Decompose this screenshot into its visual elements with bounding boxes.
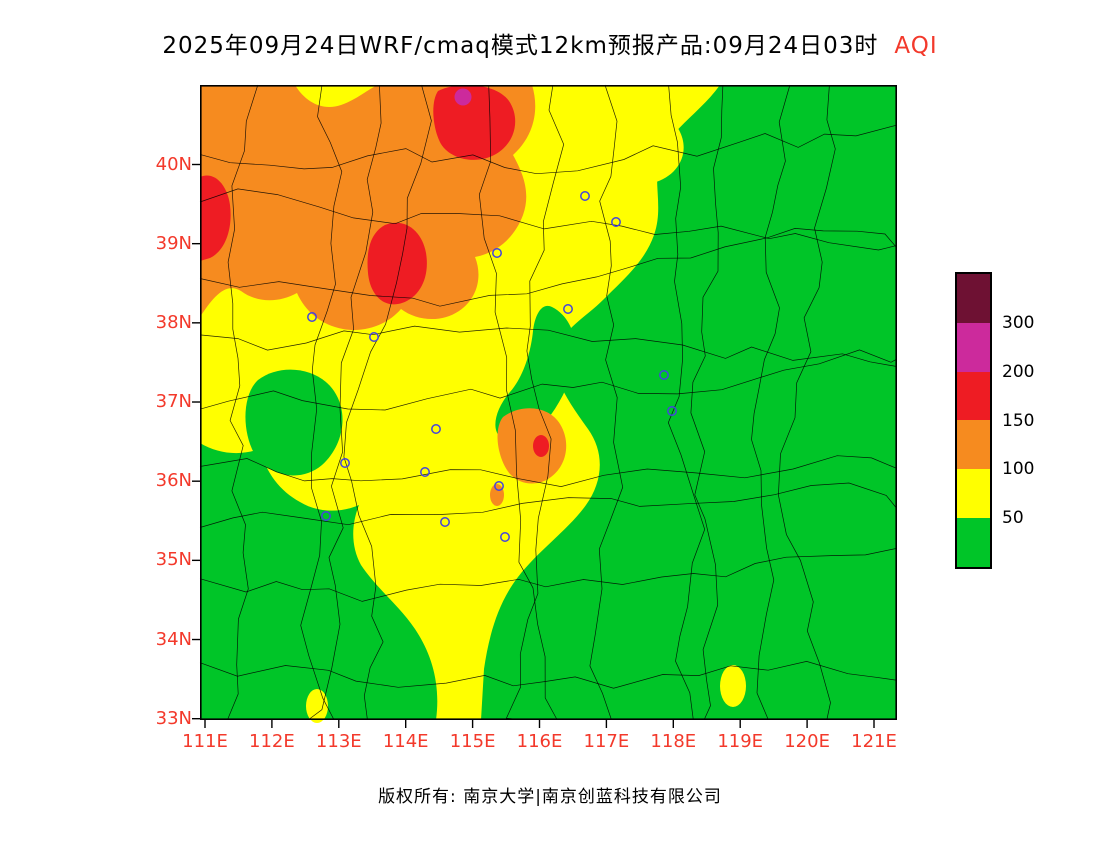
- boundary-line: [199, 188, 897, 251]
- boundary-line: [227, 84, 259, 720]
- region-magenta-spot: [454, 88, 472, 106]
- legend-label-50: 50: [1002, 508, 1024, 529]
- lon-label-116E: 116E: [516, 731, 563, 752]
- title-variable-aqi: AQI: [894, 33, 938, 59]
- city-marker: [321, 511, 331, 521]
- region-green-hole-west: [245, 369, 343, 476]
- legend-aqi-gt-300: [957, 274, 990, 323]
- map-frame: [200, 85, 898, 721]
- boundary-line: [199, 482, 897, 528]
- boundary-line: [690, 84, 724, 720]
- lat-label-35N: 35N: [155, 549, 192, 571]
- boundary-line: [667, 84, 706, 720]
- page-title: 2025年09月24日WRF/cmaq模式12km预报产品:09月24日03时 A…: [0, 26, 1100, 60]
- lon-label-115E: 115E: [449, 731, 496, 752]
- title-text: 2025年09月24日WRF/cmaq模式12km预报产品:09月24日03时: [162, 33, 879, 59]
- boundary-line: [778, 84, 836, 720]
- lat-label-39N: 39N: [155, 232, 192, 254]
- lon-label-119E: 119E: [717, 731, 764, 752]
- city-marker: [369, 332, 379, 342]
- boundary-line: [199, 661, 897, 689]
- city-marker: [667, 406, 677, 416]
- boundary-line: [505, 84, 565, 720]
- boundary-line: [478, 84, 558, 720]
- lat-label-37N: 37N: [155, 391, 192, 412]
- axis-ticks: [192, 163, 875, 728]
- region-red-center: [533, 435, 549, 457]
- lon-label-117E: 117E: [583, 731, 630, 752]
- legend-aqi-100-150: [957, 420, 990, 470]
- lon-label-118E: 118E: [650, 731, 697, 752]
- city-marker: [500, 532, 510, 542]
- boundary-line: [309, 84, 382, 720]
- lon-label-113E: 113E: [315, 731, 362, 752]
- boundary-line: [589, 84, 624, 720]
- region-green-finger-center: [495, 305, 576, 444]
- aqi-legend: [955, 272, 992, 569]
- city-marker: [492, 248, 502, 258]
- city-marker: [431, 424, 441, 434]
- boundary-line: [199, 548, 897, 602]
- lat-label-38N: 38N: [155, 311, 192, 333]
- lon-label-111E: 111E: [182, 731, 228, 752]
- lon-label-120E: 120E: [784, 731, 830, 752]
- boundary-line: [199, 349, 897, 411]
- region-yellow-spot-sw: [306, 689, 328, 723]
- copyright-footer: 版权所有: 南京大学|南京创蓝科技有限公司: [378, 787, 722, 807]
- legend-label-200: 200: [1002, 361, 1035, 382]
- region-red-west-edge: [200, 175, 231, 261]
- region-orange-spur: [490, 484, 504, 506]
- boundary-line: [199, 124, 897, 175]
- city-markers: [307, 191, 677, 542]
- city-marker: [494, 481, 504, 491]
- lon-label-112E: 112E: [249, 731, 295, 752]
- legend-label-300: 300: [1002, 312, 1035, 333]
- city-marker: [659, 370, 669, 380]
- boundary-line: [199, 455, 897, 487]
- lon-label-114E: 114E: [382, 731, 429, 752]
- city-marker: [580, 191, 590, 201]
- region-yellow-island-ne: [595, 108, 684, 185]
- region-red-mid-northwest: [367, 222, 427, 305]
- lat-label-36N: 36N: [155, 470, 192, 492]
- boundary-line: [300, 84, 343, 720]
- boundary-line: [343, 84, 432, 720]
- city-marker: [340, 458, 350, 468]
- city-marker: [420, 467, 430, 477]
- map-canvas: [192, 84, 898, 728]
- city-marker: [307, 312, 317, 322]
- city-marker: [563, 304, 573, 314]
- legend-aqi-50-100: [957, 469, 990, 519]
- lat-label-33N: 33N: [155, 707, 192, 729]
- forecast-map: [192, 84, 898, 728]
- region-yellow-spot-se: [720, 665, 746, 707]
- lat-label-40N: 40N: [155, 153, 192, 175]
- boundary-line: [751, 84, 791, 720]
- region-red-north: [433, 85, 516, 160]
- legend-label-100: 100: [1002, 459, 1035, 480]
- legend-label-150: 150: [1002, 410, 1035, 431]
- boundary-line: [199, 228, 897, 307]
- lon-label-121E: 121E: [851, 731, 897, 752]
- city-marker: [611, 217, 621, 227]
- legend-aqi-lt-50: [957, 518, 990, 567]
- boundary-line: [199, 325, 897, 367]
- legend-aqi-200-300: [957, 322, 990, 372]
- lat-label-34N: 34N: [155, 628, 192, 650]
- city-marker: [440, 517, 450, 527]
- legend-aqi-150-200: [957, 371, 990, 421]
- admin-boundaries: [199, 84, 897, 720]
